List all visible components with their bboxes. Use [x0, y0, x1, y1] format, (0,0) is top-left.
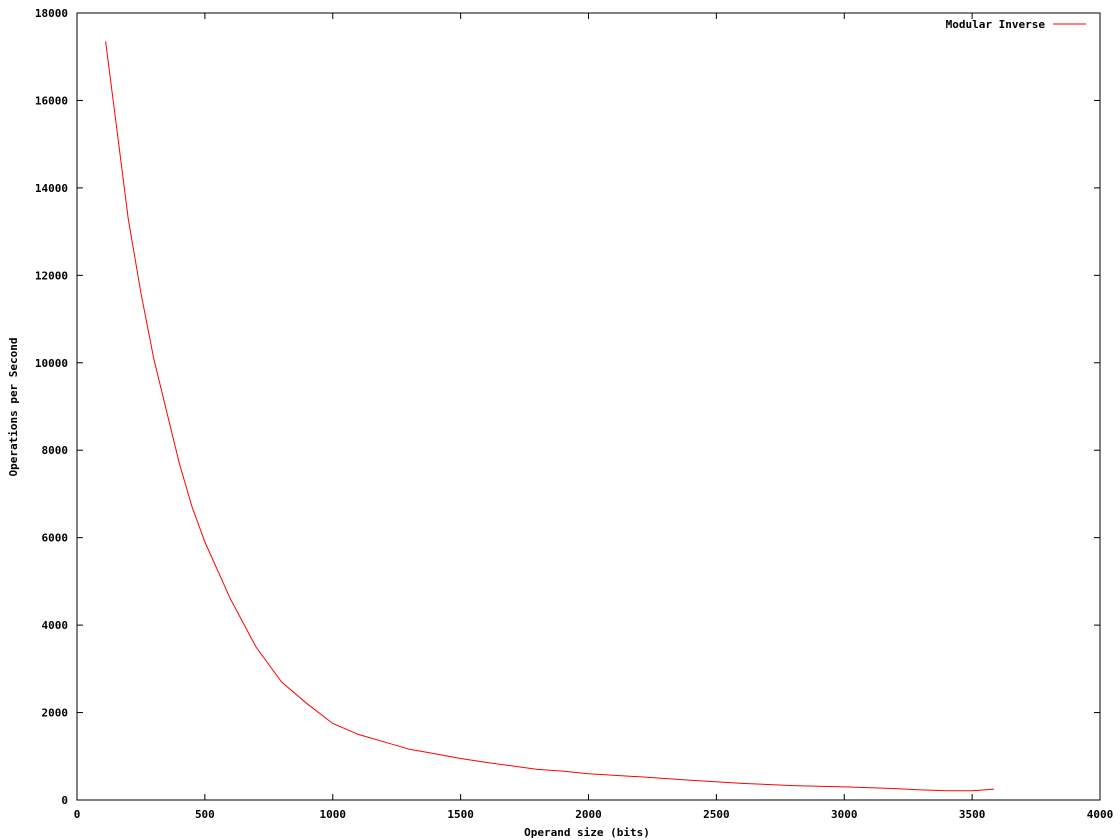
y-tick-label: 8000	[42, 444, 69, 457]
x-tick-label: 1500	[447, 808, 474, 821]
x-tick-label: 3500	[959, 808, 986, 821]
y-tick-label: 2000	[42, 707, 69, 720]
legend: Modular Inverse	[946, 18, 1086, 31]
y-tick-label: 18000	[35, 7, 68, 20]
y-tick-label: 6000	[42, 532, 69, 545]
x-axis-label: Operand size (bits)	[524, 826, 650, 839]
series-line-modular-inverse	[105, 41, 995, 792]
legend-label: Modular Inverse	[946, 18, 1046, 31]
y-tick-label: 0	[61, 794, 68, 807]
y-axis-label: Operations per Second	[7, 337, 20, 476]
x-tick-label: 1000	[320, 808, 347, 821]
y-tick-label: 12000	[35, 269, 68, 282]
x-tick-label: 4000	[1087, 808, 1114, 821]
y-tick-label: 14000	[35, 182, 68, 195]
plot-frame	[76, 12, 1101, 801]
x-tick-label: 2000	[575, 808, 602, 821]
x-tick-label: 3000	[831, 808, 858, 821]
x-tick-label: 500	[195, 808, 215, 821]
x-tick-label: 0	[74, 808, 81, 821]
y-tick-label: 16000	[35, 94, 68, 107]
y-tick-label: 4000	[42, 619, 69, 632]
y-tick-label: 10000	[35, 357, 68, 370]
x-tick-label: 2500	[703, 808, 730, 821]
